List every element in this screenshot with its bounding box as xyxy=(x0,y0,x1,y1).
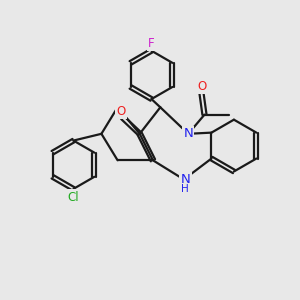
Text: N: N xyxy=(181,173,190,186)
Text: N: N xyxy=(183,127,193,140)
Text: H: H xyxy=(182,184,189,194)
Text: Cl: Cl xyxy=(68,190,79,204)
Text: O: O xyxy=(197,80,206,93)
Text: F: F xyxy=(148,37,155,50)
Text: O: O xyxy=(116,105,126,118)
